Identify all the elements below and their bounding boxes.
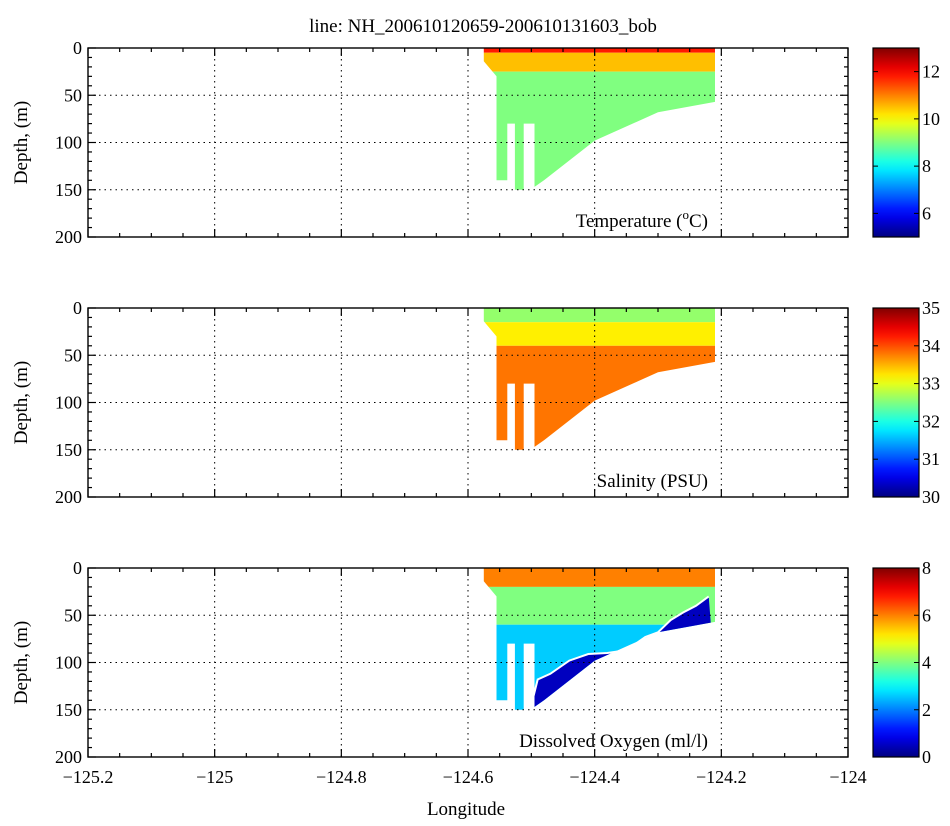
colorbar-tick-label: 8 [922,156,931,176]
figure-title: line: NH_200610120659-200610131603_bob [309,16,657,37]
x-tick-label: −124 [829,767,866,787]
x-axis-label: Longitude [427,799,505,820]
y-tick-label: 50 [64,605,82,625]
y-tick-label: 200 [55,747,82,767]
x-tick-label: −124.6 [443,767,494,787]
x-tick-label: −124.8 [316,767,367,787]
colorbar-tick-label: 0 [922,747,931,767]
x-tick-label: −125.2 [63,767,114,787]
hypoxia-contour [530,595,710,706]
y-axis-label: Depth, (m) [11,101,32,184]
y-tick-label: 0 [73,558,82,578]
y-tick-label: 100 [55,393,82,413]
panel-label: Salinity (PSU) [597,471,708,492]
colorbar-tick-label: 6 [922,605,931,625]
x-tick-label: −124.4 [569,767,620,787]
field-layer-layer_5m [483,52,715,72]
y-tick-label: 50 [64,85,82,105]
y-axis-label: Depth, (m) [11,361,32,444]
field-layer-surface [483,568,715,587]
colorbar-tick-label: 4 [922,653,931,673]
y-axis-label: Depth, (m) [11,621,32,704]
x-tick-label: −124.2 [696,767,747,787]
y-tick-label: 0 [73,298,82,318]
colorbar-tick-label: 2 [922,700,931,720]
colorbar-tick-label: 34 [922,336,940,356]
colorbar-tick-label: 12 [922,62,940,82]
y-tick-label: 150 [55,700,82,720]
colorbar-tick-label: 30 [922,487,940,507]
unit-tail: C) [689,211,708,232]
y-tick-label: 200 [55,487,82,507]
panel-1: 0 50 100 150 200 Depth, (m) Temperature (oC) 6 8… [11,38,940,247]
colorbar-tick-label: 8 [922,558,931,578]
panel-label: Dissolved Oxygen (ml/l) [519,731,708,752]
colorbar-tick-label: 32 [922,411,940,431]
x-tick-label: −125 [196,767,233,787]
field-layer-layer_15m [483,322,715,346]
degree-superscript: o [683,207,690,222]
colorbar-tick-label: 33 [922,374,940,394]
y-tick-label: 200 [55,227,82,247]
colorbar-tick-label: 6 [922,203,931,223]
y-tick-label: 50 [64,345,82,365]
colorbar [872,567,920,758]
colorbar-tick-label: 31 [922,449,940,469]
colorbar-tick-label: 35 [922,298,940,318]
panel-label: Temperature (oC) [576,207,708,232]
field-layer-surface [483,48,715,53]
panel-3: 0 50 100 150 200 Depth, (m) Dissolved Oxygen (… [11,558,931,787]
y-tick-label: 150 [55,440,82,460]
field-layer-surface [483,308,715,323]
y-tick-label: 100 [55,653,82,673]
y-tick-label: 100 [55,133,82,153]
colorbar [872,307,920,498]
y-tick-label: 150 [55,180,82,200]
colorbar [872,47,920,238]
panel-2: 0 50 100 150 200 Depth, (m) Salinity (PSU) 30 31… [11,298,940,507]
colorbar-tick-label: 10 [922,109,940,129]
y-tick-label: 0 [73,38,82,58]
